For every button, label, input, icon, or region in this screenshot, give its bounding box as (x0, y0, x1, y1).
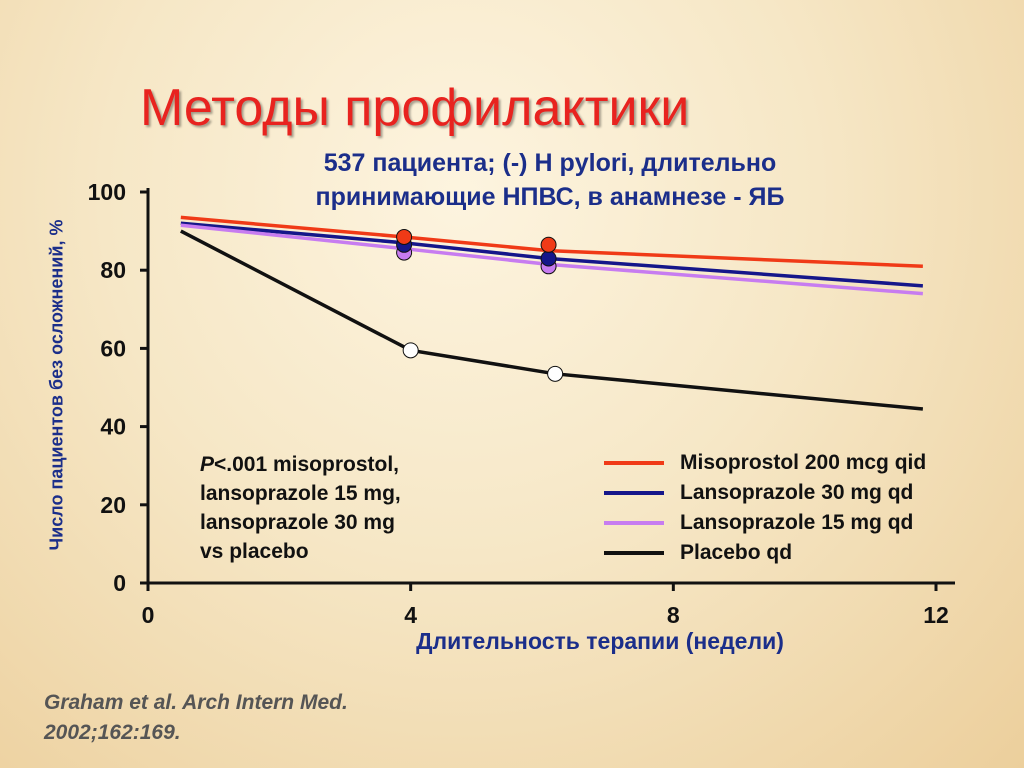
x-tick-label: 12 (923, 602, 949, 628)
citation: Graham et al. Arch Intern Med. 2002;162:… (44, 688, 348, 748)
series-line (180, 221, 923, 288)
citation-line-2: 2002;162:169. (44, 721, 181, 744)
chart-axes: 0 20 40 60 80 100 0 4 8 12 (88, 179, 955, 628)
legend-item: Lansoprazole 30 mg qd (604, 478, 1004, 508)
data-point (540, 250, 557, 267)
y-axis-label: Число пациентов без осложнений, % (46, 219, 67, 551)
x-tick-label: 4 (404, 602, 417, 628)
chart-subtitle: 537 пациента; (-) H pylori, длительно пр… (240, 146, 860, 214)
chart-legend: Misoprostol 200 mcg qid Lansoprazole 30 m… (604, 448, 1004, 568)
subtitle-line-1: 537 пациента; (-) H pylori, длительно (323, 149, 777, 177)
y-tick-label: 40 (100, 414, 126, 440)
y-tick-label: 0 (113, 570, 126, 596)
y-tick-label: 100 (88, 179, 126, 205)
legend-label: Placebo qd (680, 541, 793, 564)
data-point (402, 342, 419, 359)
legend-swatch (604, 491, 664, 495)
series-line (180, 229, 924, 411)
legend-label: Lansoprazole 15 mg qd (680, 511, 914, 534)
legend-item: Placebo qd (604, 538, 1004, 568)
legend-label: Misoprostol 200 mcg qid (680, 451, 927, 474)
series-line (180, 215, 923, 269)
legend-item: Misoprostol 200 mcg qid (604, 448, 1004, 478)
y-tick-label: 20 (100, 492, 126, 518)
note-line-4: vs placebo (200, 540, 309, 563)
legend-swatch (604, 551, 664, 555)
data-point (396, 228, 413, 245)
citation-line-1: Graham et al. Arch Intern Med. (44, 691, 348, 714)
legend-item: Lansoprazole 15 mg qd (604, 508, 1004, 538)
subtitle-line-2: принимающие НПВС, в анамнезе - ЯБ (315, 183, 785, 211)
legend-swatch (604, 521, 664, 525)
data-point (540, 236, 557, 253)
note-line-1: P<.001 misoprostol, (200, 450, 401, 479)
p-value-text: <.001 misoprostol, (214, 453, 399, 476)
legend-swatch (604, 461, 664, 465)
series-line (180, 223, 924, 296)
chart-series-lines (180, 215, 924, 411)
x-tick-label: 0 (142, 602, 155, 628)
note-line-3: lansoprazole 30 mg (200, 511, 395, 534)
y-tick-label: 80 (100, 257, 126, 283)
data-point (547, 365, 564, 382)
x-axis-label: Длительность терапии (недели) (416, 628, 784, 654)
slide-title: Методы профилактики (140, 79, 690, 137)
chart-markers (396, 228, 564, 382)
significance-note: P<.001 misoprostol, lansoprazole 15 mg, … (200, 450, 401, 566)
p-value-symbol: P (200, 453, 215, 476)
y-tick-label: 60 (100, 335, 126, 361)
x-tick-label: 8 (667, 602, 680, 628)
note-line-2: lansoprazole 15 mg, (200, 482, 401, 505)
legend-label: Lansoprazole 30 mg qd (680, 481, 914, 504)
